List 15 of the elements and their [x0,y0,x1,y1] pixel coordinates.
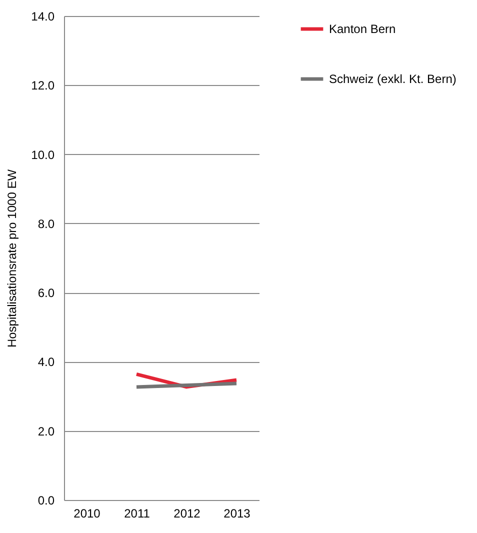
y-tick-label: 12.0 [31,78,55,93]
x-tick-label: 2011 [124,506,150,520]
y-tick-label: 4.0 [38,355,55,370]
y-tick-label: 0.0 [38,494,55,508]
y-tick-label: 14.0 [31,10,55,24]
y-tick-label: 6.0 [38,286,55,300]
x-tick-label: 2012 [174,506,201,520]
x-tick-label: 2013 [224,506,251,520]
y-tick-label: 8.0 [38,216,55,231]
y-tick-label: 2.0 [38,424,55,438]
legend-label: Schweiz (exkl. Kt. Bern) [329,72,456,86]
x-tick-label: 2010 [74,506,101,520]
y-tick-label: 10.0 [31,148,55,162]
legend-label: Kanton Bern [329,22,396,36]
y-axis-title: Hospitalisationsrate pro 1000 EW [5,168,20,348]
